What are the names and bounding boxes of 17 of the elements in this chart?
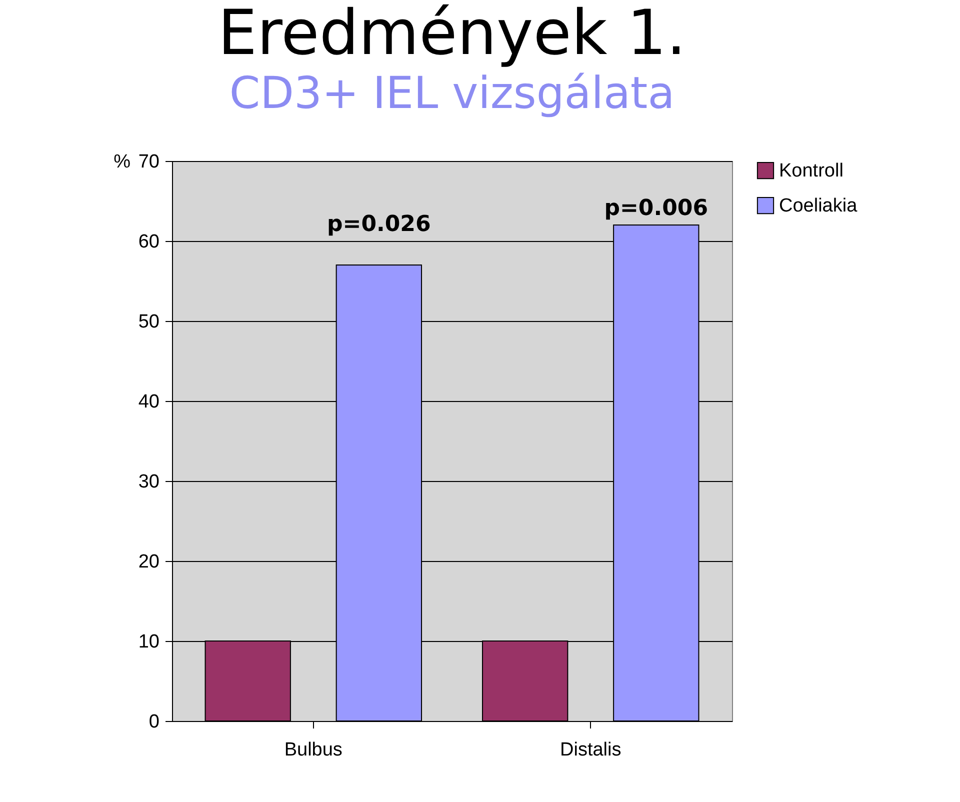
x-tick-label: Distalis: [559, 740, 621, 760]
y-tick-label: 40: [138, 392, 159, 412]
y-axis-title: %: [113, 152, 130, 172]
x-tick-label: Bulbus: [284, 740, 342, 760]
chart-title: Eredmények 1.: [217, 0, 686, 69]
chart-subtitle: CD3+ IEL vizsgálata: [228, 68, 674, 119]
y-tick-label: 10: [138, 632, 159, 652]
y-tick-label: 20: [138, 552, 159, 572]
y-tick-label: 0: [148, 712, 159, 732]
annotation: p=0.006: [604, 196, 708, 221]
annotation: p=0.026: [326, 212, 430, 237]
legend-label: Coeliakia: [778, 196, 858, 216]
legend-label: Kontroll: [778, 160, 843, 182]
y-tick-label: 30: [138, 472, 159, 492]
y-tick-label: 70: [138, 152, 159, 172]
y-tick-label: 50: [138, 312, 159, 332]
y-tick-label: 60: [138, 232, 159, 252]
